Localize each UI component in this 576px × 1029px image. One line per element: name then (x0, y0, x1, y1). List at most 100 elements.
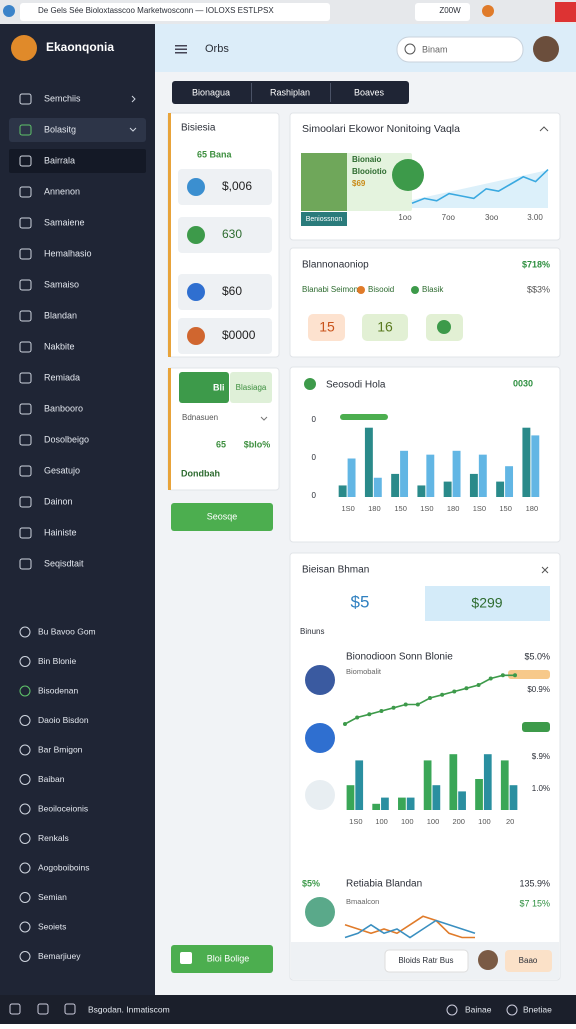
bar (400, 450, 409, 497)
menu-item[interactable]: Gesatujo (44, 465, 80, 475)
search-box[interactable] (396, 36, 524, 63)
zoom-box[interactable] (415, 3, 470, 21)
line (411, 169, 549, 204)
bar (449, 754, 458, 810)
menu-item[interactable]: Hainiste (44, 527, 77, 537)
banner-text: Blooiotio (352, 167, 387, 176)
menu-item[interactable]: Banbooro (44, 403, 83, 413)
menu-icon (19, 626, 31, 638)
menu-icon (19, 892, 31, 903)
y-tick-label: 0 (312, 415, 317, 424)
menu-item[interactable]: Samaiene (44, 217, 85, 227)
chip[interactable] (505, 950, 552, 972)
menu-item[interactable]: Dosolbeigo (44, 434, 89, 444)
menu-item[interactable]: Hemalhasio (44, 248, 92, 258)
bar (452, 450, 461, 497)
menu-icon (19, 93, 32, 105)
line-marker (488, 676, 493, 681)
badge-icon (437, 320, 451, 334)
summary-title: Bisiesia (181, 123, 216, 134)
menu-item[interactable]: Bemarjiuey (38, 951, 81, 961)
menu-item[interactable]: Dainon (44, 496, 73, 506)
badge-label: 16 (377, 319, 393, 335)
filter-chip[interactable] (179, 372, 229, 403)
menu-item[interactable]: Beoiloceionis (38, 803, 88, 813)
tab[interactable]: Boaves (354, 87, 385, 97)
menu-item[interactable]: Annenon (44, 186, 80, 196)
tab[interactable]: Bionagua (192, 87, 230, 97)
tab-bar (172, 81, 409, 104)
menu-item[interactable]: Renkals (38, 833, 69, 843)
bar (522, 427, 531, 497)
bar (478, 454, 487, 497)
bar (500, 760, 509, 810)
line-marker (464, 686, 469, 691)
badge-label: 15 (319, 319, 335, 335)
logo (11, 35, 37, 61)
banner-button[interactable] (301, 212, 347, 226)
menu-item[interactable]: Bolasitg (44, 124, 76, 134)
action-button[interactable] (171, 503, 273, 531)
menu-icon (19, 217, 32, 229)
line-marker (391, 705, 396, 710)
menu-item[interactable]: Bin Blonie (38, 656, 77, 666)
zoom-label: Z00W (439, 6, 461, 15)
menu-bar (175, 48, 187, 50)
menu-item[interactable]: Semchiis (44, 93, 81, 103)
row-sub: Bmaalcon (346, 897, 379, 906)
card (289, 247, 561, 358)
row-icon (305, 780, 335, 810)
card-accent (168, 368, 171, 490)
taskbar-icon (506, 1004, 518, 1016)
avatar[interactable] (533, 36, 559, 62)
x-tick-label: 1S0 (473, 504, 486, 513)
extension-icon[interactable] (482, 5, 494, 17)
legend-dot (411, 286, 419, 294)
menu-item[interactable]: Bairrala (44, 155, 75, 165)
menu-item[interactable]: Seqisdtait (44, 558, 84, 568)
x-tick-label: 1S0 (420, 504, 433, 513)
y-tick-label: $.9% (532, 752, 550, 761)
filter-chip-2-label: Blasiaga (236, 383, 267, 392)
bar (373, 477, 382, 497)
menu-item[interactable]: Samaiso (44, 279, 79, 289)
pill (508, 670, 550, 679)
taskbar-icon[interactable] (9, 1003, 21, 1015)
line-marker (415, 702, 420, 707)
menu-item[interactable]: Bu Bavoo Gom (38, 626, 96, 636)
menu-icon (19, 862, 31, 874)
menu-item[interactable]: Semian (38, 892, 67, 902)
menu-item[interactable]: Nakbite (44, 341, 75, 351)
bar (355, 760, 364, 810)
menu-item[interactable]: Seoiets (38, 921, 66, 931)
browser-icon (3, 5, 15, 17)
bar (426, 454, 435, 497)
menu-item[interactable]: Bar Bmigon (38, 744, 83, 754)
chip[interactable] (384, 949, 469, 973)
filter-chip-2[interactable] (230, 372, 272, 403)
menu-item[interactable]: Blandan (44, 310, 77, 320)
card-title: Simoolari Ekowor Nonitoing Vaqla (302, 123, 460, 135)
tab[interactable]: Rashiplan (270, 87, 310, 97)
menu-item[interactable]: Baiban (38, 774, 65, 784)
bar (432, 785, 441, 810)
card-title: Blannonaoniop (302, 260, 369, 271)
menu-icon (19, 372, 32, 384)
menu-item[interactable]: Aogoboiboins (38, 862, 90, 872)
menu-icon (19, 434, 32, 446)
menu-item[interactable]: Remiada (44, 372, 80, 382)
menu-icon (19, 248, 32, 260)
taskbar-icon[interactable] (37, 1003, 49, 1015)
menu-item[interactable]: Bisodenan (38, 685, 78, 695)
taskbar-icon[interactable] (64, 1003, 76, 1015)
sidebar-button[interactable] (171, 945, 273, 973)
progress (340, 414, 388, 420)
stat-left: $5 (351, 592, 370, 611)
menu-icon (19, 833, 31, 844)
legend-item: Blasik (422, 285, 444, 294)
browser-tab[interactable] (20, 3, 330, 21)
search-icon (404, 43, 416, 55)
filter-select[interactable]: Bdnasuen (182, 413, 218, 422)
menu-item[interactable]: Daoio Bisdon (38, 715, 89, 725)
close-button[interactable] (555, 2, 576, 22)
